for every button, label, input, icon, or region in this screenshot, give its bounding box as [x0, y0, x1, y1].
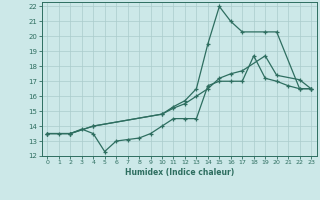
- X-axis label: Humidex (Indice chaleur): Humidex (Indice chaleur): [124, 168, 234, 177]
